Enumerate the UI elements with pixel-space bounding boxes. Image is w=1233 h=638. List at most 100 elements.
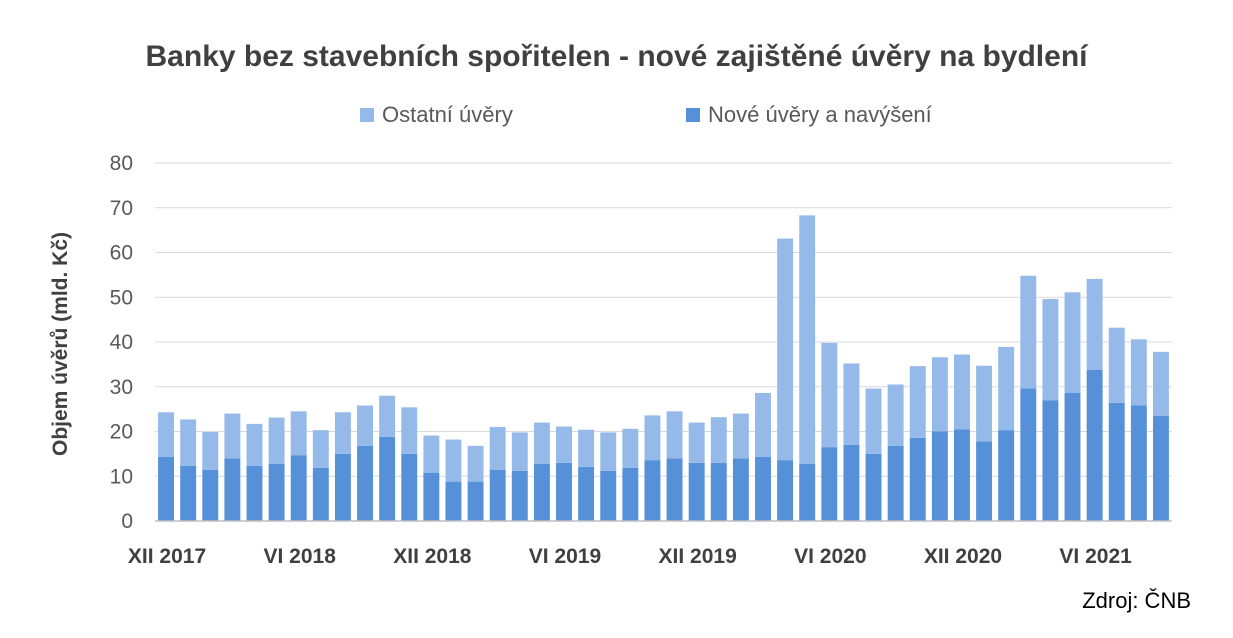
legend-label-nove: Nové úvěry a navýšení — [708, 102, 932, 127]
bar-ostatni-uvery — [511, 432, 528, 471]
bar-nove-uvery — [290, 455, 307, 521]
bar-nove-uvery — [1042, 400, 1059, 521]
source-note: Zdroj: ČNB — [1082, 588, 1191, 613]
bar-ostatni-uvery — [202, 431, 219, 470]
bar-ostatni-uvery — [755, 393, 771, 458]
x-tick-label: XII 2020 — [924, 545, 1002, 568]
bar-nove-uvery — [710, 462, 727, 521]
bar-ostatni-uvery — [578, 429, 595, 467]
bar-ostatni-uvery — [1130, 339, 1147, 406]
bar-ostatni-uvery — [998, 346, 1015, 431]
bar-ostatni-uvery — [976, 365, 993, 442]
bar-ostatni-uvery — [600, 432, 617, 471]
bar-nove-uvery — [556, 462, 572, 521]
bar-ostatni-uvery — [379, 395, 396, 437]
y-tick-label: 0 — [121, 510, 133, 533]
bar-nove-uvery — [821, 447, 838, 521]
bar-ostatni-uvery — [445, 439, 462, 482]
y-axis-title: Objem úvěrů (mld. Kč) — [49, 232, 72, 456]
bar-ostatni-uvery — [865, 388, 882, 454]
bar-nove-uvery — [931, 431, 948, 521]
bar-ostatni-uvery — [821, 342, 838, 448]
bar-ostatni-uvery — [954, 354, 970, 430]
bar-nove-uvery — [799, 463, 816, 521]
bar-nove-uvery — [467, 481, 484, 521]
bar-ostatni-uvery — [334, 412, 351, 454]
bar-ostatni-uvery — [158, 412, 175, 458]
bar-ostatni-uvery — [777, 238, 794, 461]
bar-nove-uvery — [202, 469, 219, 521]
bar-nove-uvery — [954, 429, 970, 521]
bar-ostatni-uvery — [467, 445, 484, 482]
bar-nove-uvery — [622, 467, 639, 521]
x-tick-label: VI 2019 — [529, 545, 601, 568]
bar-ostatni-uvery — [268, 417, 285, 464]
bar-nove-uvery — [600, 470, 617, 521]
y-tick-label: 70 — [110, 197, 133, 220]
bar-ostatni-uvery — [312, 430, 329, 468]
y-tick-label: 30 — [110, 376, 133, 399]
bar-nove-uvery — [688, 462, 705, 521]
bar-nove-uvery — [644, 460, 661, 521]
chart-title: Banky bez stavebních spořitelen - nové z… — [145, 40, 1088, 73]
bar-nove-uvery — [887, 445, 904, 521]
bar-nove-uvery — [998, 430, 1015, 521]
bar-nove-uvery — [246, 465, 263, 521]
bar-nove-uvery — [1064, 393, 1081, 521]
bar-nove-uvery — [1152, 415, 1169, 521]
bar-ostatni-uvery — [1152, 351, 1169, 416]
bar-nove-uvery — [180, 465, 197, 521]
x-tick-label: VI 2020 — [794, 545, 866, 568]
bar-ostatni-uvery — [1064, 292, 1081, 394]
bar-nove-uvery — [357, 445, 373, 521]
legend-swatch-nove — [686, 108, 700, 122]
bar-nove-uvery — [268, 463, 285, 521]
bar-nove-uvery — [312, 467, 329, 521]
bar-ostatni-uvery — [224, 413, 241, 459]
legend-swatch-ostatni — [360, 108, 374, 122]
bar-ostatni-uvery — [423, 435, 440, 473]
bar-ostatni-uvery — [556, 426, 572, 463]
bar-nove-uvery — [1108, 402, 1125, 521]
bar-nove-uvery — [224, 458, 241, 521]
bar-ostatni-uvery — [533, 422, 550, 464]
bar-ostatni-uvery — [732, 413, 749, 459]
x-tick-label: XII 2019 — [659, 545, 737, 568]
bar-nove-uvery — [511, 470, 528, 521]
bar-ostatni-uvery — [1108, 327, 1125, 403]
bar-nove-uvery — [445, 481, 462, 521]
x-tick-label: XII 2018 — [393, 545, 472, 568]
bar-ostatni-uvery — [688, 422, 705, 463]
x-tick-label: VI 2018 — [264, 545, 337, 568]
bar-nove-uvery — [533, 463, 550, 521]
y-tick-label: 20 — [110, 421, 133, 444]
bar-ostatni-uvery — [1086, 278, 1103, 370]
bar-nove-uvery — [755, 457, 771, 521]
bar-ostatni-uvery — [887, 384, 904, 446]
bar-ostatni-uvery — [290, 411, 307, 456]
bar-nove-uvery — [423, 472, 440, 521]
bar-nove-uvery — [1130, 405, 1147, 521]
bar-ostatni-uvery — [666, 411, 683, 459]
legend-item-ostatni: Ostatní úvěry — [360, 102, 513, 128]
bar-ostatni-uvery — [710, 417, 727, 463]
bar-nove-uvery — [1086, 369, 1103, 521]
bar-ostatni-uvery — [622, 428, 639, 468]
bar-nove-uvery — [909, 437, 926, 521]
legend-label-ostatni: Ostatní úvěry — [382, 102, 513, 127]
bar-ostatni-uvery — [909, 366, 926, 438]
legend-item-nove: Nové úvěry a navýšení — [686, 102, 932, 128]
bar-nove-uvery — [158, 457, 175, 521]
x-tick-label: VI 2021 — [1059, 545, 1132, 568]
bar-nove-uvery — [666, 458, 683, 521]
y-tick-label: 80 — [110, 152, 133, 175]
bar-nove-uvery — [578, 466, 595, 521]
bar-nove-uvery — [732, 458, 749, 521]
y-tick-label: 50 — [110, 286, 133, 309]
y-tick-label: 60 — [110, 242, 133, 265]
bar-ostatni-uvery — [357, 405, 373, 446]
x-tick-label: XII 2017 — [128, 545, 206, 568]
bar-nove-uvery — [334, 453, 351, 521]
bar-ostatni-uvery — [1020, 275, 1037, 389]
bar-ostatni-uvery — [1042, 299, 1059, 401]
